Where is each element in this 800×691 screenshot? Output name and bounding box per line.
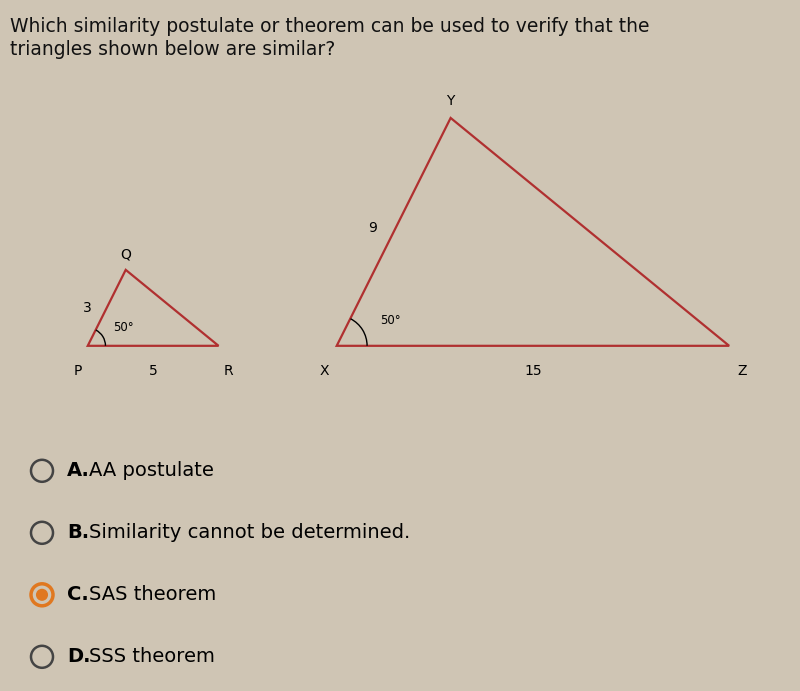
Text: 50°: 50° [113,321,134,334]
Text: B.: B. [67,523,89,542]
Text: D.: D. [67,647,90,666]
Text: AA postulate: AA postulate [89,462,214,480]
Text: X: X [319,364,329,379]
Text: 15: 15 [524,364,542,379]
Text: SAS theorem: SAS theorem [89,585,216,605]
Text: Which similarity postulate or theorem can be used to verify that the: Which similarity postulate or theorem ca… [10,17,649,36]
Text: Z: Z [737,364,746,379]
Text: 50°: 50° [381,314,402,328]
Text: triangles shown below are similar?: triangles shown below are similar? [10,40,335,59]
Text: C.: C. [67,585,89,605]
Text: 3: 3 [82,301,91,315]
Text: A.: A. [67,462,90,480]
Text: Y: Y [446,94,455,108]
Text: Q: Q [120,247,131,261]
Text: SSS theorem: SSS theorem [89,647,215,666]
Text: Similarity cannot be determined.: Similarity cannot be determined. [89,523,410,542]
Text: P: P [74,364,82,379]
Text: R: R [224,364,234,379]
Text: 5: 5 [149,364,158,379]
Circle shape [36,589,48,601]
Text: 9: 9 [368,220,377,235]
